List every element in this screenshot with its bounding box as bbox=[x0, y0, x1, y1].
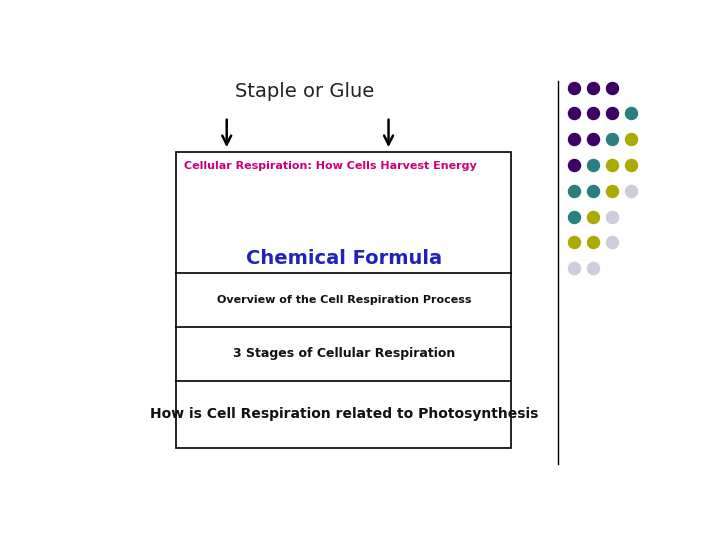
Point bbox=[588, 109, 599, 118]
Point bbox=[588, 264, 599, 273]
Point bbox=[569, 212, 580, 221]
Text: Chemical Formula: Chemical Formula bbox=[246, 248, 442, 268]
Point bbox=[588, 186, 599, 195]
Point bbox=[626, 161, 637, 170]
Point bbox=[588, 212, 599, 221]
Point bbox=[626, 186, 637, 195]
Point bbox=[569, 264, 580, 273]
Point bbox=[588, 83, 599, 92]
Point bbox=[569, 238, 580, 247]
Point bbox=[588, 135, 599, 144]
Point bbox=[569, 186, 580, 195]
Point bbox=[606, 186, 618, 195]
Point bbox=[606, 109, 618, 118]
Point bbox=[569, 109, 580, 118]
Point bbox=[606, 212, 618, 221]
Text: Staple or Glue: Staple or Glue bbox=[235, 82, 374, 102]
Point bbox=[626, 135, 637, 144]
Point bbox=[606, 161, 618, 170]
Point bbox=[569, 83, 580, 92]
Point bbox=[569, 135, 580, 144]
Point bbox=[606, 83, 618, 92]
Text: How is Cell Respiration related to Photosynthesis: How is Cell Respiration related to Photo… bbox=[150, 407, 538, 421]
Text: 3 Stages of Cellular Respiration: 3 Stages of Cellular Respiration bbox=[233, 347, 455, 360]
Point bbox=[569, 161, 580, 170]
Bar bbox=[176, 152, 511, 448]
Point bbox=[588, 238, 599, 247]
Point bbox=[626, 109, 637, 118]
Text: Overview of the Cell Respiration Process: Overview of the Cell Respiration Process bbox=[217, 295, 471, 305]
Text: Cellular Respiration: How Cells Harvest Energy: Cellular Respiration: How Cells Harvest … bbox=[184, 161, 477, 171]
Point bbox=[606, 238, 618, 247]
Point bbox=[588, 161, 599, 170]
Point bbox=[606, 135, 618, 144]
